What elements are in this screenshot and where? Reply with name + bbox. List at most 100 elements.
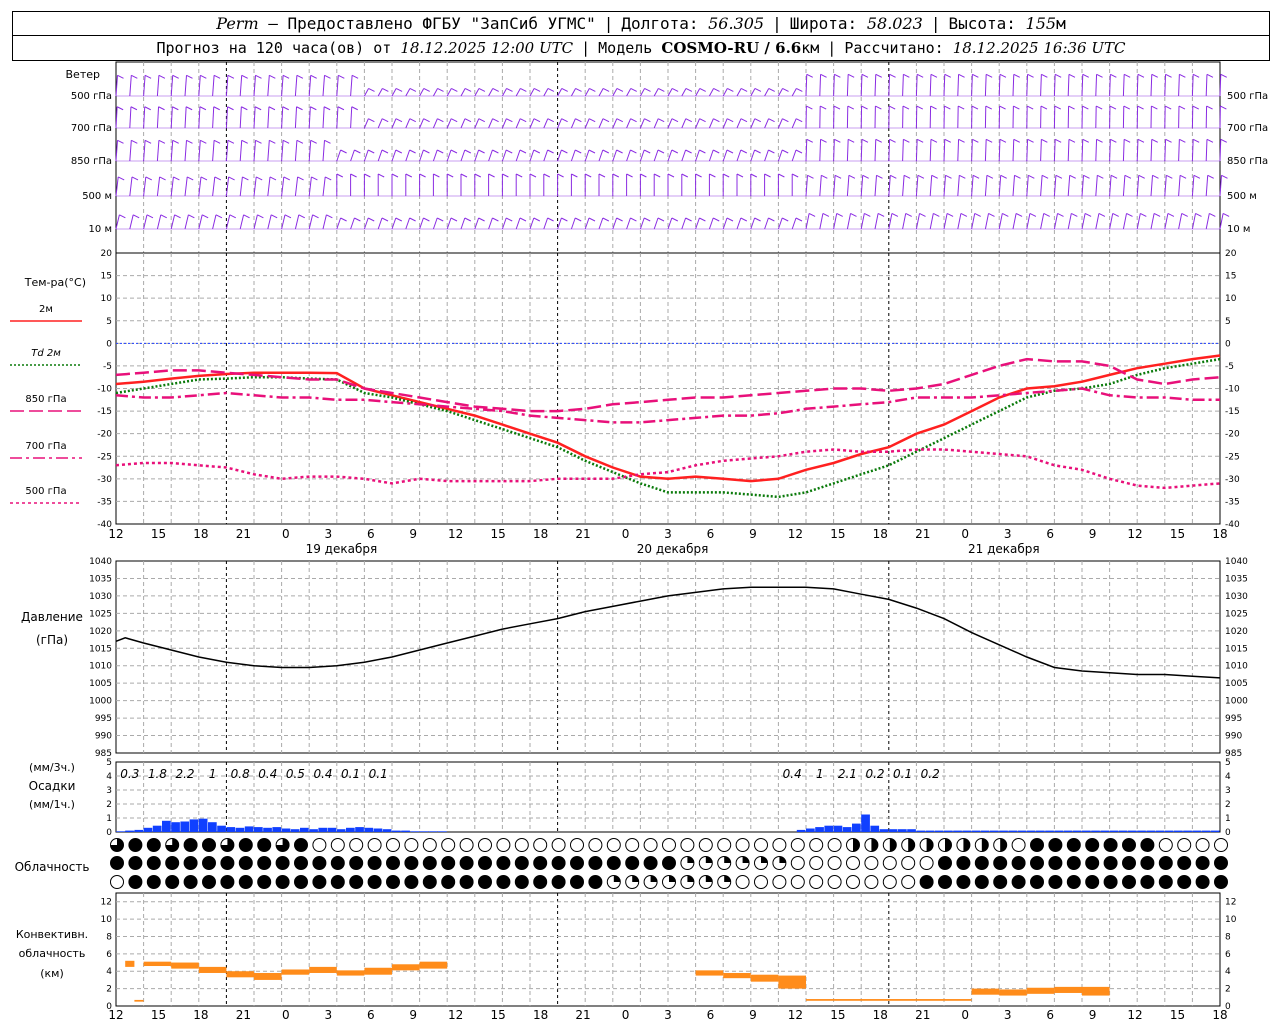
wind-barb	[888, 74, 891, 97]
precip-bar	[290, 829, 300, 832]
convective-bar	[134, 999, 144, 1002]
time-tick-label: 9	[1089, 527, 1097, 541]
pressure-tick-left: 1015	[89, 644, 112, 654]
wind-barb-flag	[972, 174, 980, 179]
wind-barb-flag	[1069, 174, 1076, 179]
cloud-symbol	[827, 875, 842, 889]
precip-bar	[1017, 830, 1027, 832]
wind-barb	[667, 217, 673, 230]
wind-barb-flag	[405, 173, 413, 178]
cloud-symbol	[680, 838, 695, 852]
wind-barb-flag	[173, 176, 180, 181]
convective-bar	[806, 999, 972, 1001]
cloud-symbol	[1066, 875, 1081, 889]
precip-bar	[1109, 830, 1119, 832]
wind-barb	[1191, 213, 1197, 230]
wind-barb-flag	[630, 149, 637, 154]
wind-barb-flag	[754, 88, 762, 92]
wind-barb-flag	[1179, 174, 1187, 179]
wind-barb-flag	[699, 118, 706, 123]
precip-bar	[879, 829, 889, 832]
convective-bar	[336, 970, 365, 976]
wind-barb	[488, 88, 494, 97]
wind-barb-flag	[1137, 138, 1145, 143]
wind-barb	[888, 175, 891, 197]
wind-barb-flag	[972, 73, 979, 78]
wind-barb-flag	[144, 74, 152, 79]
precip-bar	[925, 830, 935, 832]
convective-bar	[309, 966, 337, 973]
wind-barb-flag	[533, 118, 541, 123]
wind-barb	[557, 88, 563, 97]
wind-barb-flag	[117, 74, 124, 79]
wind-barb-flag	[377, 173, 385, 178]
wind-barb-flag	[464, 88, 472, 92]
wind-barb-flag	[1138, 174, 1145, 179]
precip-bar	[916, 830, 926, 832]
precip-bar	[198, 818, 208, 832]
wind-barb	[308, 75, 312, 97]
cloud-symbol	[1103, 856, 1118, 870]
cloud-symbol	[570, 875, 584, 889]
wind-barb-flag	[754, 217, 761, 222]
cloud-symbol	[349, 856, 364, 870]
wind-barb-flag	[1013, 105, 1020, 110]
wind-barb-flag	[446, 173, 454, 178]
pressure-tick-left: 1005	[89, 679, 112, 689]
pressure-tick-left: 1040	[89, 557, 112, 567]
cloud-symbol	[1011, 838, 1026, 852]
wind-barb-flag	[985, 138, 993, 143]
cloud-symbol-fill	[724, 856, 731, 863]
wind-barb	[377, 118, 383, 129]
wind-barb-flag	[781, 217, 789, 222]
precip-bar	[815, 827, 824, 832]
wind-barb-flag	[588, 217, 596, 222]
temp-legend-label: Td 2м	[31, 348, 61, 359]
cloud-symbol	[606, 856, 621, 870]
cloud-symbol	[496, 875, 511, 889]
cloud-title: Облачность	[15, 860, 90, 874]
wind-barb	[626, 217, 631, 230]
time-tick-label-bottom: 21	[915, 1008, 930, 1022]
wind-barb	[874, 139, 877, 162]
wind-barb-flag	[214, 176, 222, 181]
wind-barb	[929, 175, 933, 197]
wind-barb	[1136, 139, 1139, 162]
time-tick-label-bottom: 15	[151, 1008, 166, 1022]
wind-barb-flag	[862, 174, 869, 179]
convective-bar	[778, 975, 806, 989]
cloud-symbol	[422, 875, 437, 889]
convective-bar	[1026, 987, 1055, 994]
wind-barb	[1053, 139, 1056, 162]
wind-barb	[529, 149, 535, 162]
convective-tick-right: 4	[1225, 967, 1231, 977]
precip-bar	[1118, 830, 1128, 832]
temp-tick-right: -15	[1225, 407, 1240, 417]
wind-barb	[253, 214, 258, 230]
wind-barb-flag	[1193, 174, 1201, 179]
wind-barb-flag	[1026, 105, 1034, 110]
wind-barb-flag	[310, 106, 317, 111]
forecast-start: 18.12.2025 12:00 UTC	[400, 39, 574, 57]
cloud-symbol	[938, 856, 952, 870]
wind-barb	[984, 213, 990, 230]
wind-barb-flag	[1195, 212, 1202, 217]
convective-bar	[971, 988, 1000, 995]
cloud-symbol	[128, 875, 143, 889]
precip-bar	[1072, 830, 1082, 832]
precip-bar	[944, 830, 953, 832]
wind-barb	[322, 140, 326, 162]
wind-barb-flag	[1041, 73, 1048, 78]
wind-barb-flag	[351, 106, 358, 111]
wind-barb	[170, 75, 174, 97]
wind-barb-flag	[795, 217, 803, 222]
cloud-symbol	[1048, 856, 1063, 870]
wind-barb	[791, 88, 797, 97]
wind-barb	[170, 214, 176, 230]
wind-barb-flag	[283, 176, 291, 181]
convective-unit: (км)	[40, 967, 64, 980]
wind-barb-flag	[864, 212, 871, 217]
wind-barb-flag	[119, 214, 126, 219]
precip-bar	[300, 827, 309, 832]
wind-barb-flag	[782, 88, 789, 92]
